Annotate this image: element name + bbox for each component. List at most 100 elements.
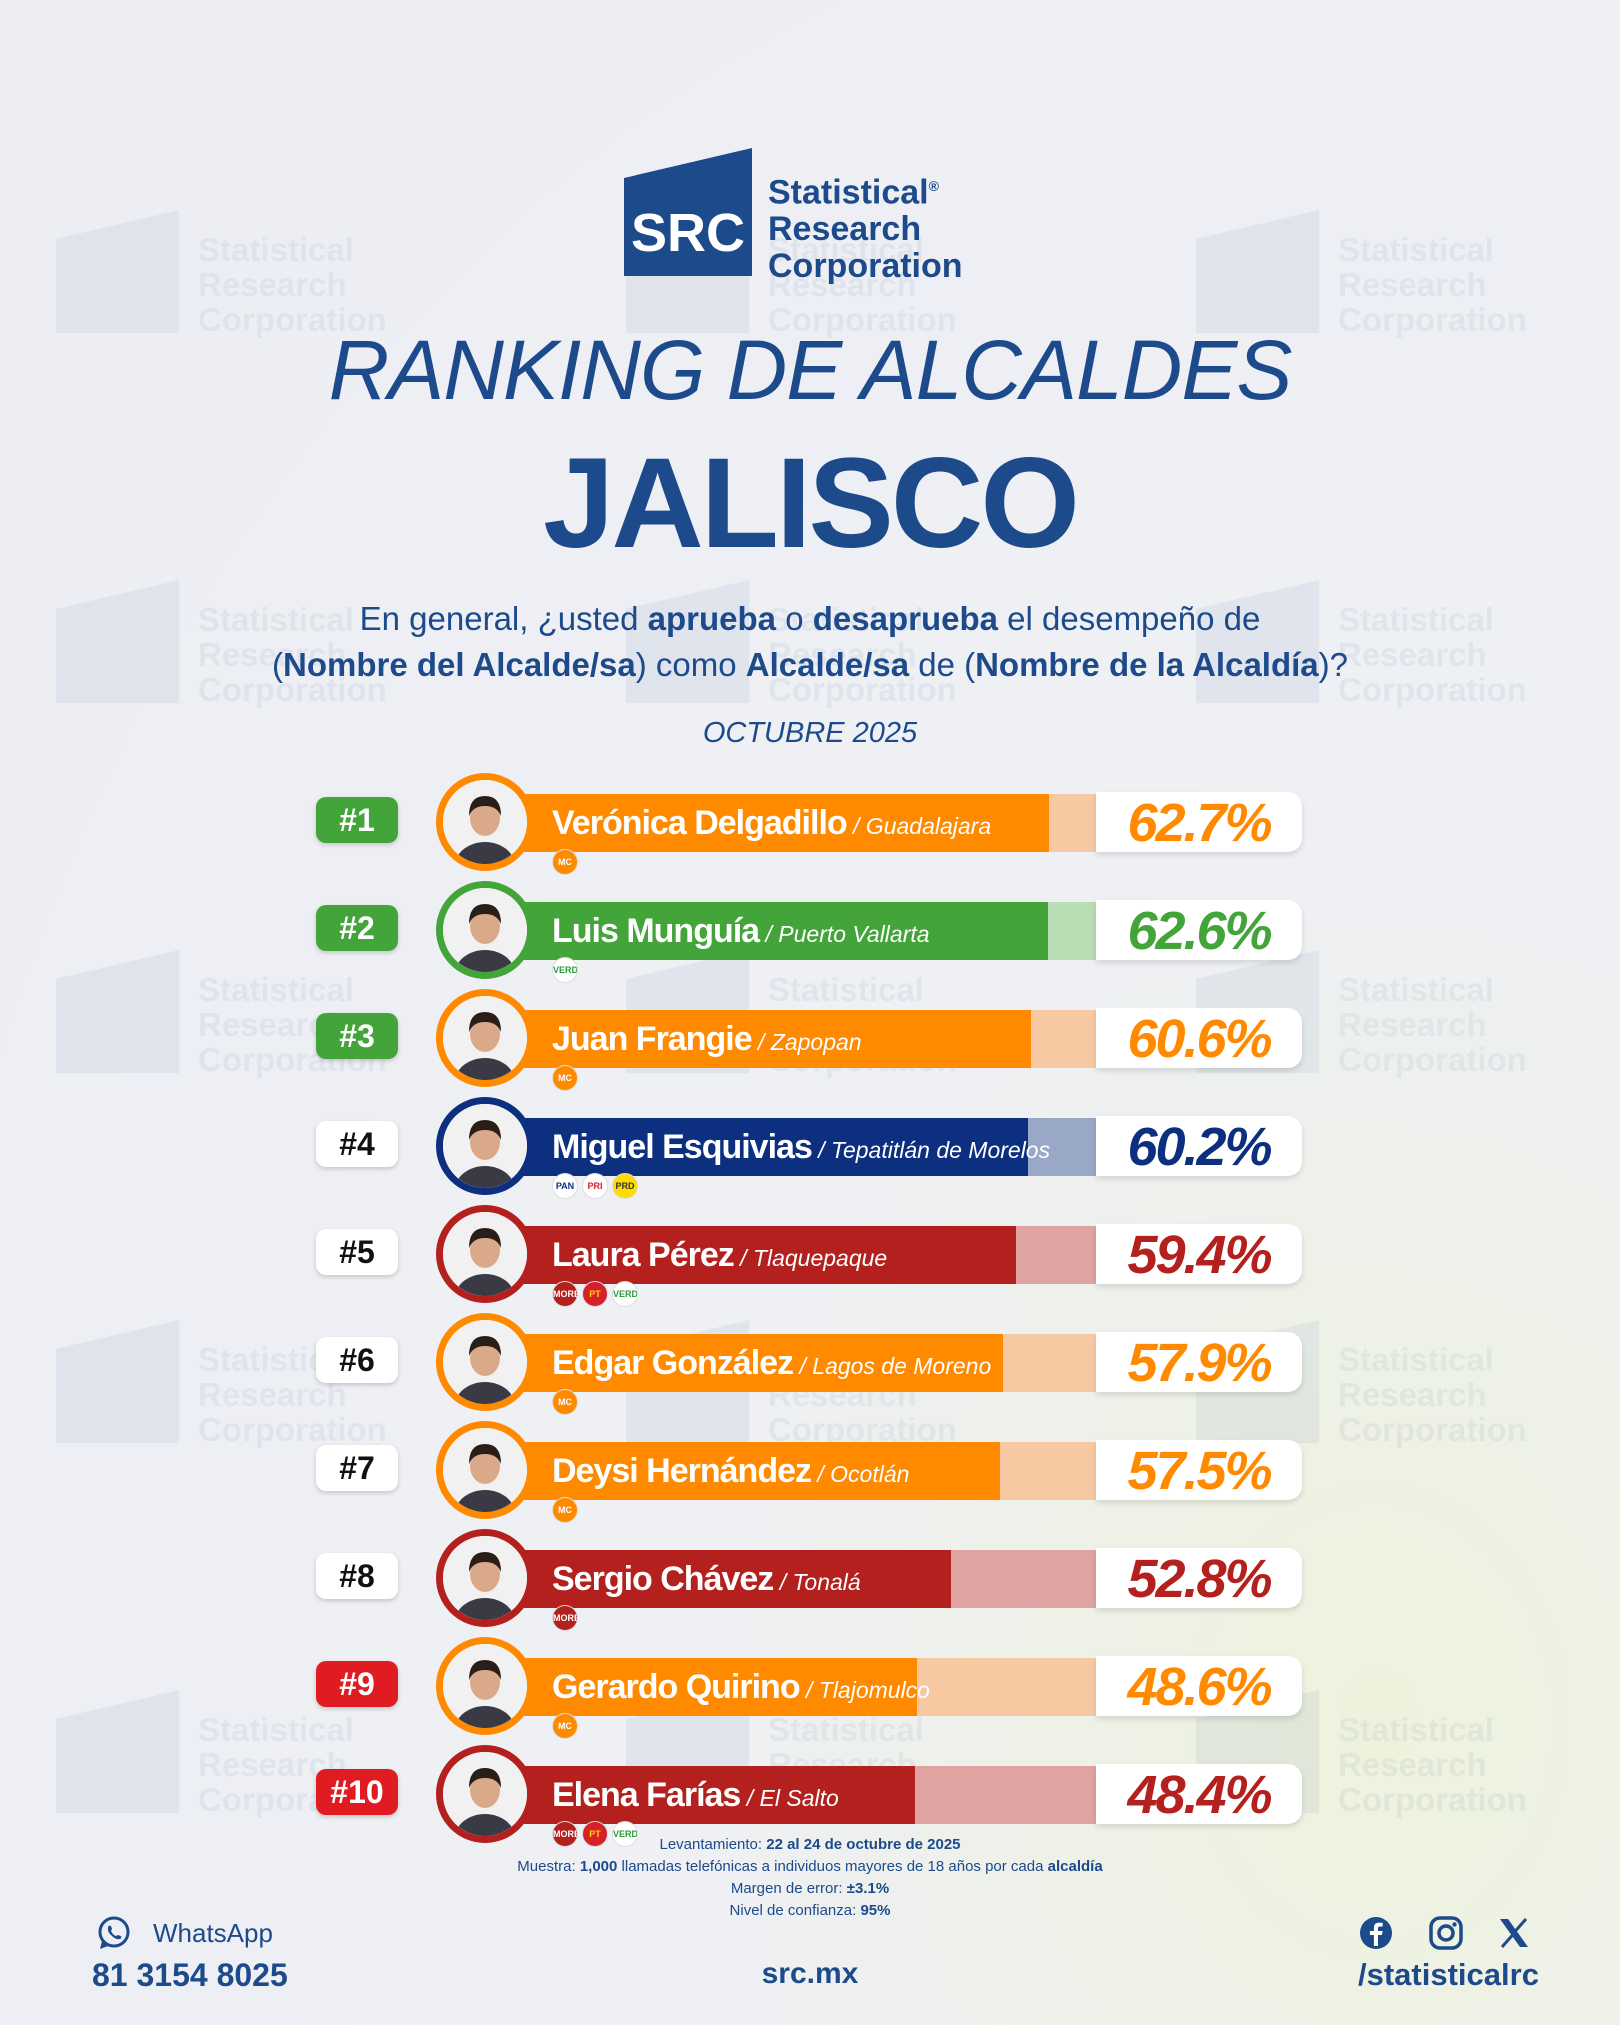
municipality-name: Lagos de Moreno xyxy=(812,1353,992,1379)
bar-label: Deysi Hernández / Ocotlán xyxy=(552,1446,909,1496)
municipality-name: Tepatitlán de Morelos xyxy=(831,1137,1051,1163)
bar-label: Edgar González / Lagos de Moreno xyxy=(552,1338,991,1388)
website-link[interactable]: src.mx xyxy=(761,1957,859,1990)
instagram-icon[interactable] xyxy=(1428,1915,1464,1951)
bar-track xyxy=(520,902,1096,960)
municipality-name: Guadalajara xyxy=(865,813,992,839)
x-icon[interactable] xyxy=(1496,1915,1532,1951)
social-handle[interactable]: /statisticalrc xyxy=(1358,1957,1539,1992)
logo-registered: ® xyxy=(928,178,939,194)
whatsapp-label[interactable]: WhatsApp xyxy=(153,1918,273,1948)
party-logos: MC xyxy=(552,1065,578,1091)
separator: / xyxy=(751,1029,771,1055)
party-logos: PAN PRI PRD xyxy=(552,1173,638,1199)
candidate-photo xyxy=(436,1313,534,1411)
party-logo-icon: MC xyxy=(552,1389,578,1415)
party-logo-icon: MC xyxy=(552,1713,578,1739)
party-logo-icon: PAN xyxy=(552,1173,578,1199)
value-label: 62.7% xyxy=(1096,792,1302,853)
logo-wordmark: Statistical® Research Corporation xyxy=(768,168,963,285)
party-logos: MORENA xyxy=(552,1605,578,1631)
candidate-photo xyxy=(436,1637,534,1735)
phone-number[interactable]: 81 3154 8025 xyxy=(92,1957,288,1993)
municipality-name: Zapopan xyxy=(770,1029,862,1055)
party-logo-icon: MORENA xyxy=(552,1605,578,1631)
value-label: 62.6% xyxy=(1096,900,1302,961)
ranking-row: #9 Gerardo Quirino / Tlajomulco 48.6% MC xyxy=(0,1634,1620,1739)
survey-date: OCTUBRE 2025 xyxy=(702,717,918,749)
bar-label: Elena Farías / El Salto xyxy=(552,1770,839,1820)
party-logo-icon: VERDE xyxy=(612,1821,638,1847)
separator: / xyxy=(811,1461,831,1487)
candidate-name: Laura Pérez xyxy=(552,1236,735,1274)
party-logos: MORENAPTVERDE xyxy=(552,1281,638,1307)
ranking-row: #8 Sergio Chávez / Tonalá 52.8% MORENA xyxy=(0,1526,1620,1631)
rank-badge: #9 xyxy=(316,1661,398,1707)
candidate-name: Gerardo Quirino xyxy=(552,1668,801,1706)
municipality-name: Ocotlán xyxy=(830,1461,910,1487)
bar-label: Juan Frangie / Zapopan xyxy=(552,1014,862,1064)
bar xyxy=(520,1442,1000,1500)
party-logo-icon: VERDE xyxy=(612,1281,638,1307)
ranking-row: #6 Edgar González / Lagos de Moreno 57.9% M… xyxy=(0,1310,1620,1415)
value-label: 60.2% xyxy=(1096,1116,1302,1177)
candidate-photo xyxy=(436,881,534,979)
bar-label: Miguel Esquivias / Tepatitlán de Morelos xyxy=(552,1122,1050,1172)
rank-badge: #4 xyxy=(316,1121,398,1167)
ranking-row: #1 Verónica Delgadillo / Guadalajara 62.7%… xyxy=(0,770,1620,875)
party-logos: MC xyxy=(552,1713,578,1739)
facebook-icon[interactable] xyxy=(1358,1915,1394,1951)
candidate-name: Juan Frangie xyxy=(552,1020,753,1058)
party-logos: MORENAPTVERDE xyxy=(552,1821,638,1847)
logo-line-3: Corporation xyxy=(768,247,963,286)
party-logo-icon: MC xyxy=(552,849,578,875)
rank-badge: #7 xyxy=(316,1445,398,1491)
value-label: 57.5% xyxy=(1096,1440,1302,1501)
candidate-name: Miguel Esquivias xyxy=(552,1128,813,1166)
party-logos: MC xyxy=(552,849,578,875)
bar-track xyxy=(520,1334,1096,1392)
logo-letters: SRC xyxy=(631,203,745,263)
candidate-name: Sergio Chávez xyxy=(552,1560,774,1598)
municipality-name: Tlaquepaque xyxy=(752,1245,888,1271)
bar-track xyxy=(520,1766,1096,1824)
rank-badge: #6 xyxy=(316,1337,398,1383)
bar xyxy=(520,1550,951,1608)
party-logo-icon: MORENA xyxy=(552,1281,578,1307)
logo-line-2: Research xyxy=(768,210,922,249)
value-label: 48.6% xyxy=(1096,1656,1302,1717)
state-title: JALISCO xyxy=(543,432,1080,575)
bar-track xyxy=(520,1226,1096,1284)
survey-question: En general, ¿usted aprueba o desaprueba … xyxy=(272,600,1348,683)
candidate-photo xyxy=(436,1421,534,1519)
candidate-name: Elena Farías xyxy=(552,1776,741,1814)
separator: / xyxy=(773,1569,793,1595)
separator: / xyxy=(846,813,866,839)
rank-badge: #5 xyxy=(316,1229,398,1275)
rank-badge: #2 xyxy=(316,905,398,951)
value-label: 60.6% xyxy=(1096,1008,1302,1069)
separator: / xyxy=(759,921,779,947)
whatsapp-icon[interactable] xyxy=(96,1915,132,1951)
candidate-photo xyxy=(436,1745,534,1843)
separator: / xyxy=(740,1785,760,1811)
separator: / xyxy=(799,1677,819,1703)
page-title: RANKING DE ALCALDES xyxy=(328,323,1293,417)
src-logo: SRC Statistical® Research Corporation xyxy=(624,148,1004,285)
bar-track xyxy=(520,1010,1096,1068)
ranking-row: #10 Elena Farías / El Salto 48.4% MORENAPTV… xyxy=(0,1742,1620,1847)
ranking-row: #4 Miguel Esquivias / Tepatitlán de Morel… xyxy=(0,1094,1620,1199)
bar-track xyxy=(520,1550,1096,1608)
party-logos: VERDE xyxy=(552,957,578,983)
candidate-name: Verónica Delgadillo xyxy=(552,804,848,842)
bar xyxy=(520,1226,1016,1284)
candidate-name: Deysi Hernández xyxy=(552,1452,812,1490)
municipality-name: Tlajomulco xyxy=(818,1677,930,1703)
value-label: 52.8% xyxy=(1096,1548,1302,1609)
party-logo-icon: PRI xyxy=(582,1173,608,1199)
bar-track xyxy=(520,1658,1096,1716)
ranking-row: #7 Deysi Hernández / Ocotlán 57.5% MC xyxy=(0,1418,1620,1523)
bar-track xyxy=(520,1118,1096,1176)
separator: / xyxy=(733,1245,753,1271)
